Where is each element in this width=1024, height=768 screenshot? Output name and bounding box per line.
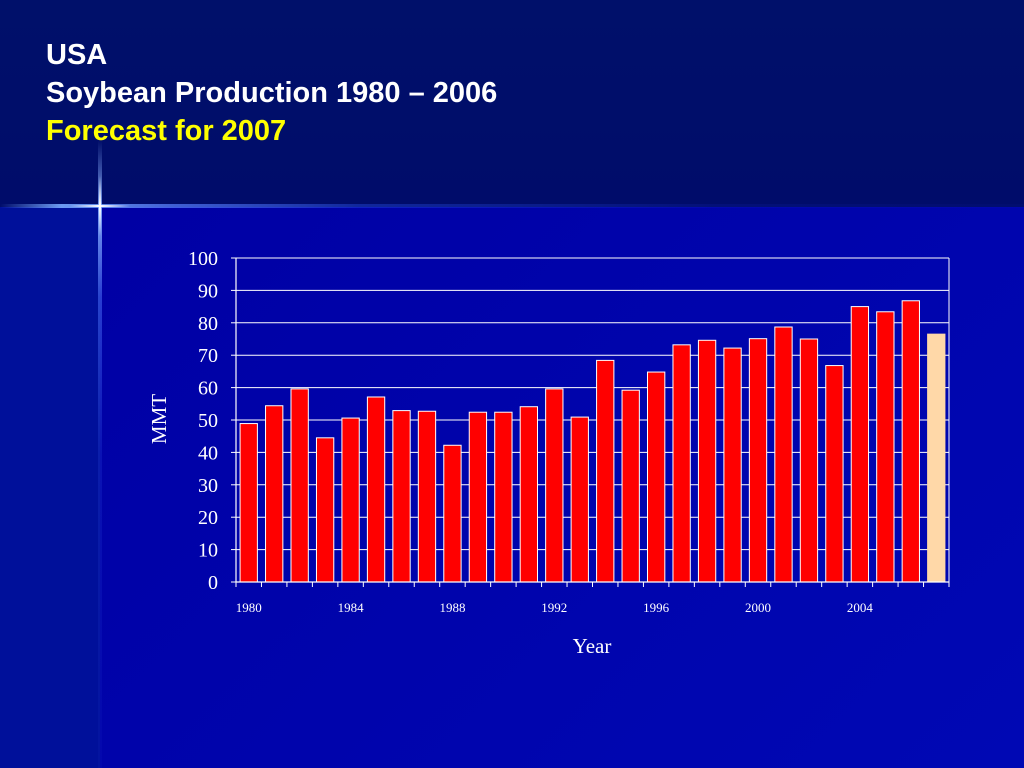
bar bbox=[417, 410, 437, 583]
decorative-vertical-line bbox=[98, 140, 102, 768]
bar bbox=[672, 344, 691, 583]
left-band bbox=[0, 207, 100, 768]
y-tick-label: 30 bbox=[198, 475, 218, 497]
bar bbox=[799, 338, 819, 583]
x-tick-label: 1980 bbox=[236, 600, 262, 615]
bar bbox=[570, 416, 589, 583]
bar-forecast bbox=[927, 333, 946, 583]
bar bbox=[290, 388, 309, 583]
decorative-horizontal-line bbox=[0, 204, 1024, 208]
bar bbox=[901, 300, 920, 583]
y-tick-label: 80 bbox=[198, 313, 218, 335]
x-tick-label: 2000 bbox=[745, 600, 771, 615]
y-tick-labels: 0 10 20 30 40 50 60 70 80 90 100 bbox=[188, 248, 218, 594]
bar bbox=[825, 365, 844, 583]
y-tick-label: 0 bbox=[208, 572, 218, 594]
y-tick-label: 70 bbox=[198, 345, 218, 367]
bar bbox=[723, 347, 742, 583]
y-tick-label: 10 bbox=[198, 540, 218, 562]
title-band bbox=[0, 0, 1024, 207]
bar bbox=[850, 306, 870, 583]
x-tick-label: 1988 bbox=[439, 600, 465, 615]
bar bbox=[647, 371, 666, 583]
bar bbox=[748, 338, 768, 583]
sparkle-icon bbox=[70, 176, 130, 236]
bar bbox=[596, 359, 615, 583]
bars bbox=[239, 300, 946, 583]
bar bbox=[239, 423, 258, 583]
y-tick-label: 20 bbox=[198, 507, 218, 529]
bar bbox=[545, 388, 564, 583]
bar bbox=[265, 405, 284, 583]
slide-title: USA Soybean Production 1980 – 2006 Forec… bbox=[46, 36, 497, 150]
y-axis-label: MMT bbox=[147, 394, 171, 444]
x-tick-label: 2004 bbox=[847, 600, 874, 615]
y-tick-label: 100 bbox=[188, 248, 218, 270]
x-tick-labels: 1980 1984 1988 1992 1996 2000 2004 bbox=[236, 600, 874, 615]
y-tick-label: 50 bbox=[198, 410, 218, 432]
bar bbox=[468, 411, 488, 583]
y-tick-label: 60 bbox=[198, 378, 218, 400]
y-tick-label: 90 bbox=[198, 280, 218, 302]
title-country: USA bbox=[46, 39, 108, 71]
y-tick-label: 40 bbox=[198, 442, 218, 464]
x-axis-label: Year bbox=[573, 634, 612, 658]
bar bbox=[621, 389, 640, 583]
bar bbox=[519, 406, 538, 583]
bar bbox=[697, 339, 717, 583]
x-tick-label: 1984 bbox=[338, 600, 365, 615]
bar bbox=[774, 326, 793, 583]
bar bbox=[315, 437, 335, 583]
axes bbox=[231, 257, 950, 587]
bar bbox=[443, 444, 462, 583]
x-tick-label: 1992 bbox=[541, 600, 567, 615]
title-forecast: Forecast for 2007 bbox=[46, 115, 287, 147]
x-tick-label: 1996 bbox=[643, 600, 670, 615]
bar bbox=[392, 410, 411, 583]
bar bbox=[341, 417, 360, 583]
title-main: Soybean Production 1980 – 2006 bbox=[46, 77, 498, 109]
bar bbox=[494, 411, 513, 583]
bar bbox=[366, 396, 386, 583]
bar bbox=[876, 311, 895, 583]
